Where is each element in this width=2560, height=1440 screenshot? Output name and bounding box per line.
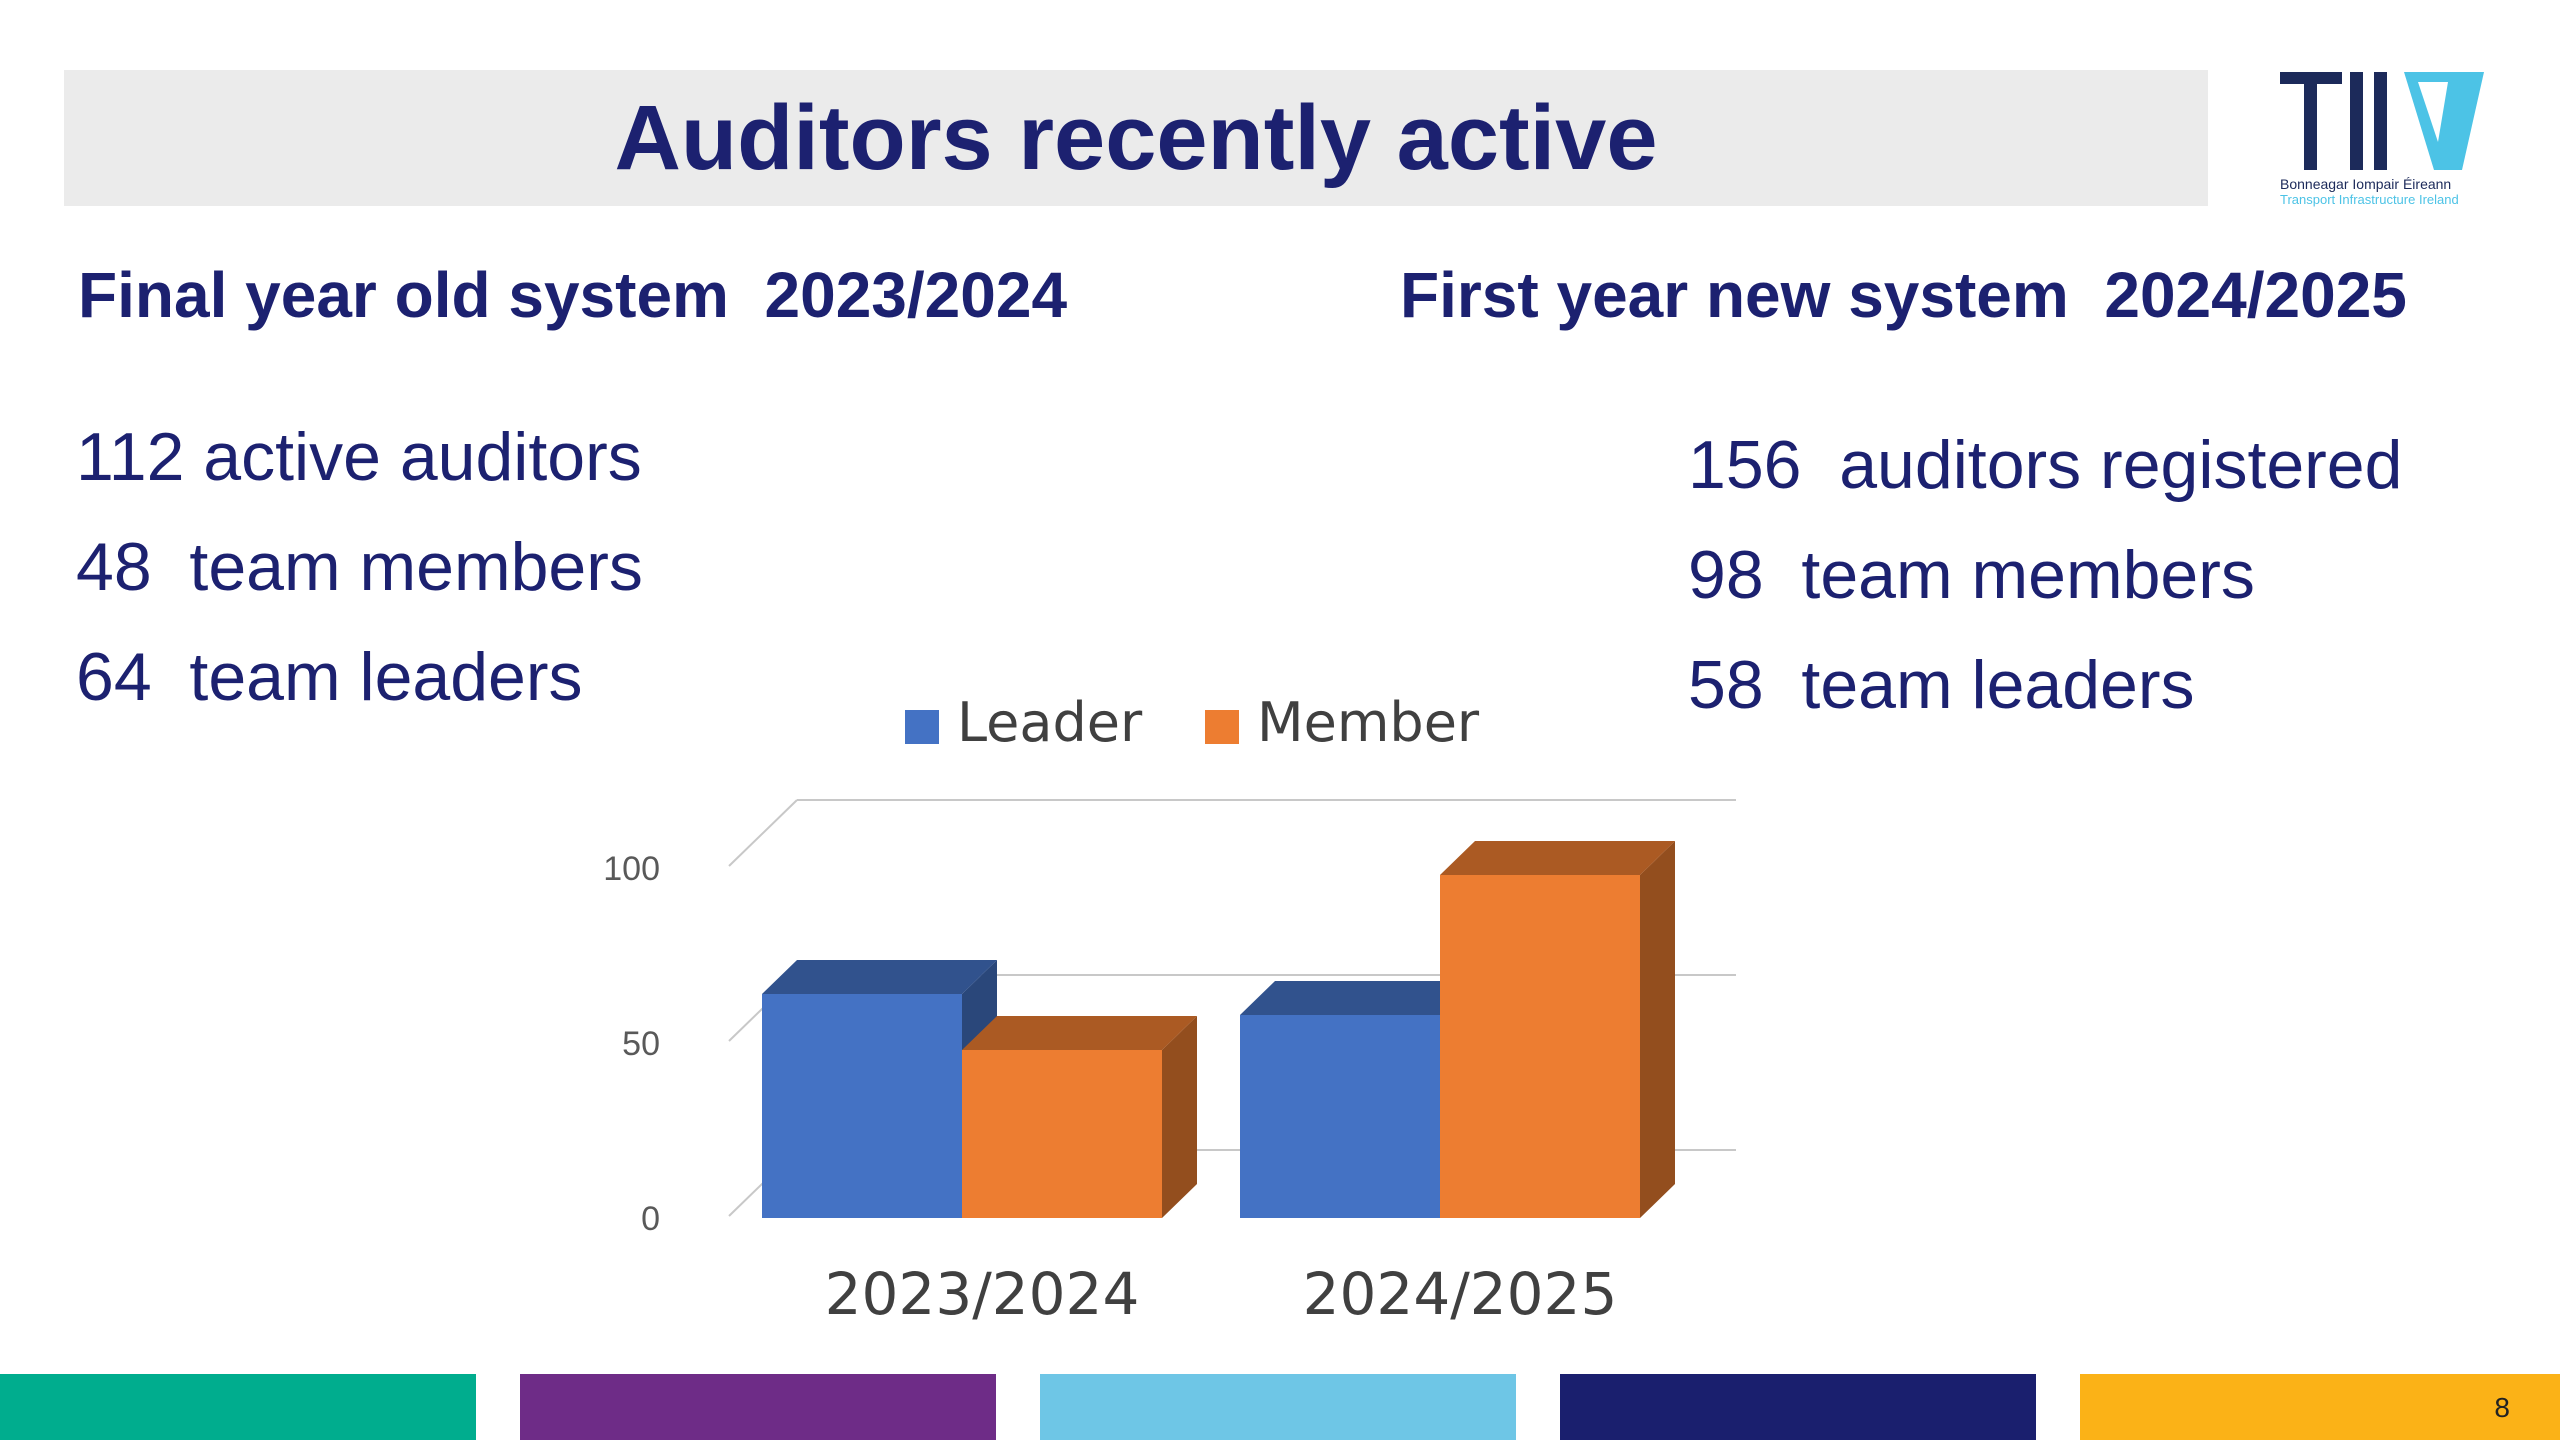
left-stat-active-auditors: 112 active auditors	[76, 419, 642, 495]
footer-stripe-light-blue	[1040, 1374, 1516, 1440]
left-stat-team-leaders: 64 team leaders	[76, 639, 583, 715]
bar-member-2024-2025	[1440, 875, 1640, 1218]
bar-leader-2023-2024	[762, 994, 962, 1218]
bar-member-2024-2025-top	[1440, 841, 1675, 875]
footer-stripe-teal	[0, 1374, 476, 1440]
bar-chart: 0 50 100 Leader Member 2023/2024 2024/2025	[603, 691, 1736, 1328]
tii-logo: Bonneagar Iompair Éireann Transport Infr…	[2278, 68, 2490, 208]
bar-leader-2024-2025-top	[1240, 981, 1475, 1015]
right-stat-team-members: 98 team members	[1688, 537, 2255, 613]
right-stat-team-leaders: 58 team leaders	[1688, 647, 2195, 723]
bar-member-2023-2024-side	[1162, 1016, 1197, 1218]
y-tick-label-100: 100	[603, 850, 660, 888]
footer-stripe-navy	[1560, 1374, 2036, 1440]
x-tick-label-2023-2024: 2023/2024	[825, 1260, 1140, 1328]
tii-logo-mark	[2280, 72, 2484, 170]
y-tick-label-50: 50	[622, 1025, 660, 1063]
footer-stripe-yellow	[2080, 1374, 2560, 1440]
page-number: 8	[2494, 1392, 2510, 1423]
bar-leader-2023-2024-top	[762, 960, 997, 994]
legend-label-leader: Leader	[957, 691, 1143, 754]
logo-irish-name: Bonneagar Iompair Éireann	[2280, 176, 2452, 192]
slide-title: Auditors recently active	[614, 86, 1658, 189]
x-tick-label-2024-2025: 2024/2025	[1303, 1260, 1618, 1328]
left-heading: Final year old system 2023/2024	[78, 259, 1068, 331]
bar-member-2024-2025-side	[1640, 841, 1675, 1218]
right-stat-auditors-registered: 156 auditors registered	[1688, 427, 2403, 503]
legend-swatch-leader	[905, 710, 939, 744]
footer-stripe-purple	[520, 1374, 996, 1440]
title-bar: Auditors recently active	[64, 70, 2208, 206]
legend-label-member: Member	[1257, 691, 1480, 754]
legend-swatch-member	[1205, 710, 1239, 744]
y-tick-label-0: 0	[641, 1200, 660, 1238]
bar-leader-2024-2025	[1240, 1015, 1440, 1218]
gridline-side-100	[728, 799, 798, 867]
bar-member-2023-2024	[962, 1050, 1162, 1218]
logo-english-name: Transport Infrastructure Ireland	[2280, 192, 2459, 207]
right-heading: First year new system 2024/2025	[1400, 259, 2407, 331]
bar-member-2023-2024-top	[962, 1016, 1197, 1050]
left-stat-team-members: 48 team members	[76, 529, 643, 605]
